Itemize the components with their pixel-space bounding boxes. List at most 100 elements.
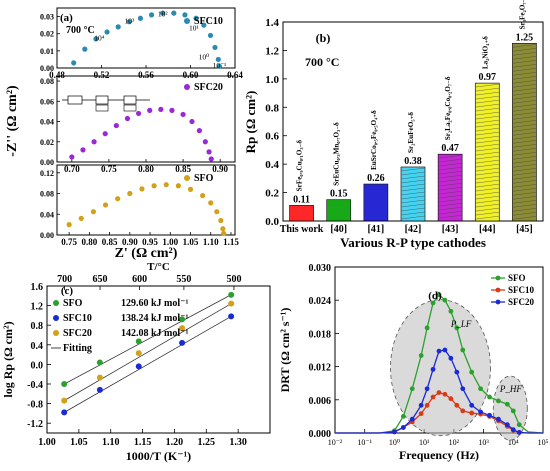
- x-axis-label-b: Various R-P type cathodes: [340, 235, 486, 250]
- y-tick-label: 1.6: [31, 282, 44, 293]
- bar-hatch: [475, 115, 500, 120]
- panel-label-b: (b): [316, 31, 331, 45]
- y-tick-label: 0.2: [265, 188, 279, 200]
- nyquist-point-sfo: [200, 192, 206, 199]
- bar-hatch: [438, 158, 463, 163]
- nyquist-point-sfo: [187, 186, 194, 192]
- peak-label-phf: P_HF: [499, 384, 522, 394]
- drt-point-sfc10: [430, 394, 436, 400]
- legend-marker-sfc20: [53, 330, 59, 336]
- drt-point-sfc20: [460, 386, 466, 392]
- y-tick-label: 0.4: [265, 159, 279, 171]
- bar-value-label: 1.25: [516, 32, 534, 43]
- drt-point-sfc10: [454, 402, 460, 408]
- bar-hatch: [400, 215, 426, 220]
- category-label: [43]: [442, 224, 459, 235]
- panel-label-d: (d): [428, 290, 442, 302]
- bar-hatch: [475, 171, 500, 176]
- drt-point-sfo: [487, 394, 492, 400]
- circuit-cpe: [123, 104, 137, 112]
- drt-point-sfc20: [454, 369, 460, 375]
- bar-hatch: [512, 64, 537, 68]
- bar-hatch: [512, 152, 537, 156]
- nyquist-point-sfo: [78, 215, 84, 222]
- fitting-line: [61, 301, 234, 403]
- bar-hatch: [512, 48, 537, 52]
- drt-point-sfc20: [418, 402, 424, 408]
- y-tick-label: 0.02: [40, 138, 54, 147]
- nyquist-point-sfc20: [80, 147, 86, 153]
- drt-point-sfc20: [487, 412, 492, 418]
- top-tick-label: 500: [226, 274, 241, 285]
- nyquist-point-sfo: [66, 222, 72, 228]
- nyquist-point-sfc10: [171, 10, 177, 16]
- material-label: SrEuCu₀.₃Mn₀.₇O₃₋δ: [333, 122, 341, 186]
- legend-marker-sfc20: [184, 84, 190, 90]
- y-tick-label: 1.0: [265, 74, 279, 86]
- bar-hatch: [512, 112, 537, 116]
- x-tick-label: 0.75: [61, 237, 77, 247]
- data-point-sfc10: [135, 363, 142, 370]
- nyquist-point-sfo: [221, 230, 227, 237]
- drt-point-sfo: [436, 292, 442, 298]
- y-axis-label-c: log Rp (Ω cm²): [1, 321, 15, 397]
- bar-hatch: [512, 192, 537, 196]
- bar-hatch: [512, 184, 537, 188]
- drt-point-sfc20: [409, 416, 415, 422]
- x-tick-label: 0.95: [142, 237, 158, 247]
- fitting-line: [61, 314, 234, 415]
- bar-hatch: [475, 191, 500, 196]
- drt-point-sfc20: [469, 402, 475, 408]
- nyquist-frame-sfo: [56, 164, 236, 236]
- bar-hatch: [512, 108, 537, 112]
- nyquist-point-sfc10: [193, 15, 199, 21]
- bar-hatch: [475, 159, 500, 164]
- drt-point-sfc10: [424, 402, 430, 408]
- nyquist-point-sfc10: [160, 10, 166, 16]
- bar: [289, 205, 314, 222]
- nyquist-point-sfc20: [189, 118, 195, 125]
- x-tick-label: 10⁴: [508, 438, 519, 447]
- drt-point-sfc20: [504, 422, 510, 428]
- bar-hatch: [438, 202, 463, 207]
- data-point-sfc10: [179, 339, 186, 346]
- bar-hatch: [512, 100, 537, 104]
- bar-hatch: [512, 132, 537, 136]
- bar-hatch: [400, 203, 426, 208]
- top-tick-label: 700: [57, 274, 72, 285]
- bar-hatch: [475, 199, 500, 204]
- legend-label: SFC10: [508, 285, 535, 295]
- nyquist-point-sfc20: [91, 139, 97, 145]
- y-tick-label: 0.4: [31, 341, 44, 352]
- material-label: La₂NiO₄₊δ: [481, 36, 489, 69]
- peak-label-plf: P_LF: [450, 319, 472, 329]
- y-tick-label: 0.018: [309, 329, 332, 340]
- bar-hatch: [512, 96, 537, 100]
- drt-point-sfc20: [424, 386, 430, 392]
- bar-hatch: [512, 216, 537, 220]
- y-tick-label: 0.06: [40, 97, 54, 106]
- bar: [400, 166, 426, 222]
- y-tick-label: 0.00: [40, 158, 54, 167]
- bar-hatch: [512, 148, 537, 152]
- bar-hatch: [475, 131, 500, 136]
- y-tick-label: 0.006: [309, 396, 332, 407]
- bar-hatch: [475, 175, 500, 180]
- material-label: Sr₃Fe₂O₇₋δ: [518, 0, 526, 29]
- bar-hatch: [475, 215, 500, 220]
- x-tick-label: 1.05: [183, 237, 199, 247]
- bar-hatch: [475, 119, 500, 124]
- bar-hatch: [438, 186, 463, 191]
- bar-value-label: 0.38: [404, 156, 422, 167]
- drt-point-sfc10: [469, 410, 475, 416]
- drt-point-sfo: [510, 408, 516, 414]
- drt-point-sfc20: [516, 430, 522, 435]
- legend-marker-sfc10: [495, 287, 501, 293]
- nyquist-point-sfc20: [69, 154, 75, 160]
- drt-point-sfo: [516, 422, 522, 428]
- x-tick-label: 10⁻¹: [357, 438, 372, 447]
- nyquist-point-sfc10: [215, 56, 221, 63]
- nyquist-point-sfc20: [206, 149, 212, 155]
- bar-hatch: [512, 176, 537, 180]
